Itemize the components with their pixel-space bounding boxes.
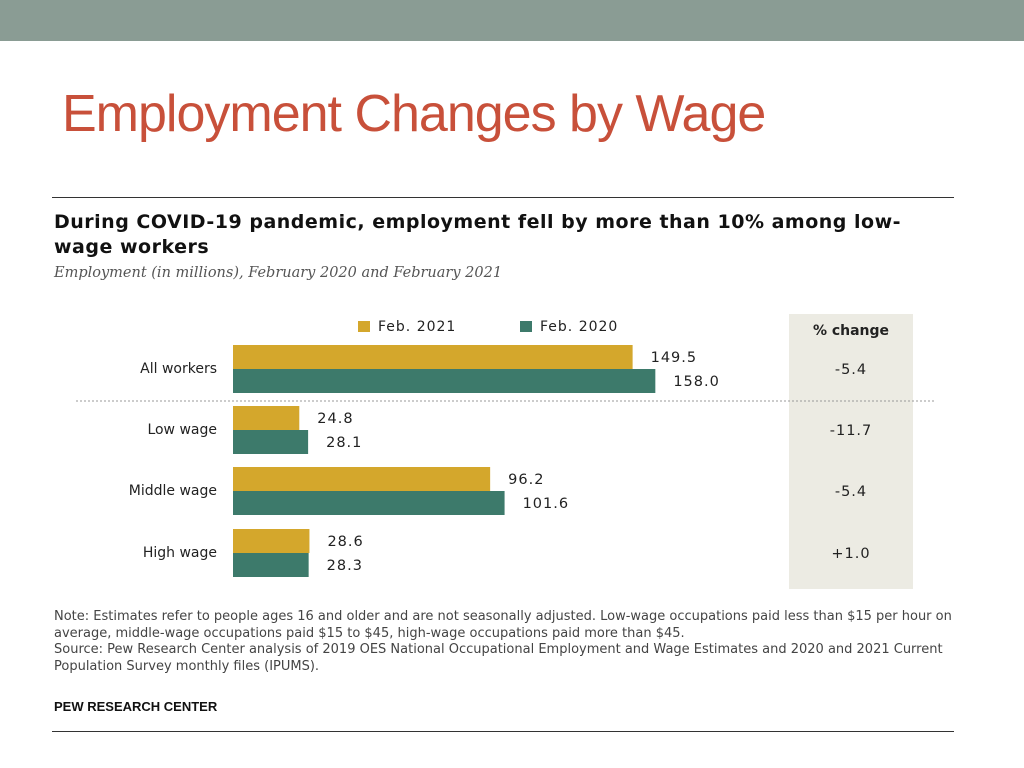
top-color-band [0, 0, 1024, 41]
category-label-all-workers: All workers [140, 361, 217, 377]
top-divider [52, 197, 954, 198]
pct-change-header: % change [813, 323, 889, 339]
category-label-middle-wage: Middle wage [129, 483, 217, 499]
pct-change-middle-wage: -5.4 [835, 484, 867, 500]
value-label-high-wage-feb-2020: 28.3 [327, 558, 363, 574]
source-text: Source: Pew Research Center analysis of … [54, 642, 943, 674]
legend-label-feb-2020: Feb. 2020 [540, 319, 618, 335]
value-label-middle-wage-feb-2021: 96.2 [508, 472, 544, 488]
note-text: Note: Estimates refer to people ages 16 … [54, 609, 952, 641]
bottom-divider [52, 731, 954, 732]
bar-low-wage-feb-2020 [233, 430, 309, 454]
bar-middle-wage-feb-2020 [233, 491, 505, 515]
legend-label-feb-2021: Feb. 2021 [378, 319, 456, 335]
category-label-low-wage: Low wage [147, 422, 217, 438]
legend: Feb. 2021 Feb. 2020 [358, 319, 618, 335]
bar-high-wage-feb-2020 [233, 553, 309, 577]
value-label-high-wage-feb-2021: 28.6 [327, 534, 363, 550]
value-label-low-wage-feb-2020: 28.1 [326, 435, 362, 451]
chart-note: Note: Estimates refer to people ages 16 … [54, 609, 954, 675]
value-label-low-wage-feb-2021: 24.8 [317, 411, 353, 427]
category-label-high-wage: High wage [143, 545, 217, 561]
legend-swatch-feb-2021 [358, 321, 370, 332]
chart-subtitle: Employment (in millions), February 2020 … [54, 265, 503, 281]
bar-all-workers-feb-2020 [233, 369, 656, 393]
pew-credit: PEW RESEARCH CENTER [54, 699, 218, 714]
bar-all-workers-feb-2021 [233, 345, 633, 369]
bar-high-wage-feb-2021 [233, 529, 310, 553]
legend-swatch-feb-2020 [520, 321, 532, 332]
bars-group: All workers 149.5 158.0 -5.4 Low wage 24.8 28.… [129, 345, 873, 577]
bar-low-wage-feb-2021 [233, 406, 300, 430]
chart-title: During COVID-19 pandemic, employment fel… [54, 211, 902, 258]
slide-title: Employment Changes by Wage [62, 85, 766, 143]
pct-change-low-wage: -11.7 [830, 423, 873, 439]
value-label-all-workers-feb-2021: 149.5 [651, 350, 698, 366]
bar-middle-wage-feb-2021 [233, 467, 491, 491]
pct-change-high-wage: +1.0 [831, 546, 870, 562]
value-label-all-workers-feb-2020: 158.0 [673, 374, 720, 390]
pct-change-all-workers: -5.4 [835, 362, 867, 378]
pct-change-panel [789, 314, 913, 589]
value-label-middle-wage-feb-2020: 101.6 [523, 496, 570, 512]
